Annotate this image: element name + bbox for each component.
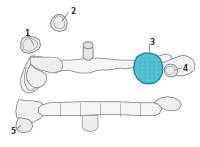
Text: 2: 2 bbox=[70, 7, 76, 16]
Polygon shape bbox=[157, 55, 195, 76]
Polygon shape bbox=[83, 45, 93, 60]
Polygon shape bbox=[164, 64, 177, 77]
Polygon shape bbox=[16, 100, 45, 123]
Polygon shape bbox=[31, 54, 171, 73]
Polygon shape bbox=[39, 102, 161, 116]
Polygon shape bbox=[154, 97, 181, 111]
Text: 4: 4 bbox=[182, 64, 187, 73]
Text: 5: 5 bbox=[10, 127, 15, 136]
Polygon shape bbox=[16, 118, 33, 132]
Polygon shape bbox=[83, 42, 93, 49]
Polygon shape bbox=[82, 116, 98, 131]
Polygon shape bbox=[50, 15, 67, 31]
Text: 1: 1 bbox=[24, 29, 29, 38]
Text: 3: 3 bbox=[150, 38, 155, 47]
Polygon shape bbox=[27, 64, 47, 88]
Polygon shape bbox=[31, 57, 62, 73]
Polygon shape bbox=[21, 36, 41, 53]
Polygon shape bbox=[134, 53, 162, 84]
Polygon shape bbox=[21, 56, 46, 93]
